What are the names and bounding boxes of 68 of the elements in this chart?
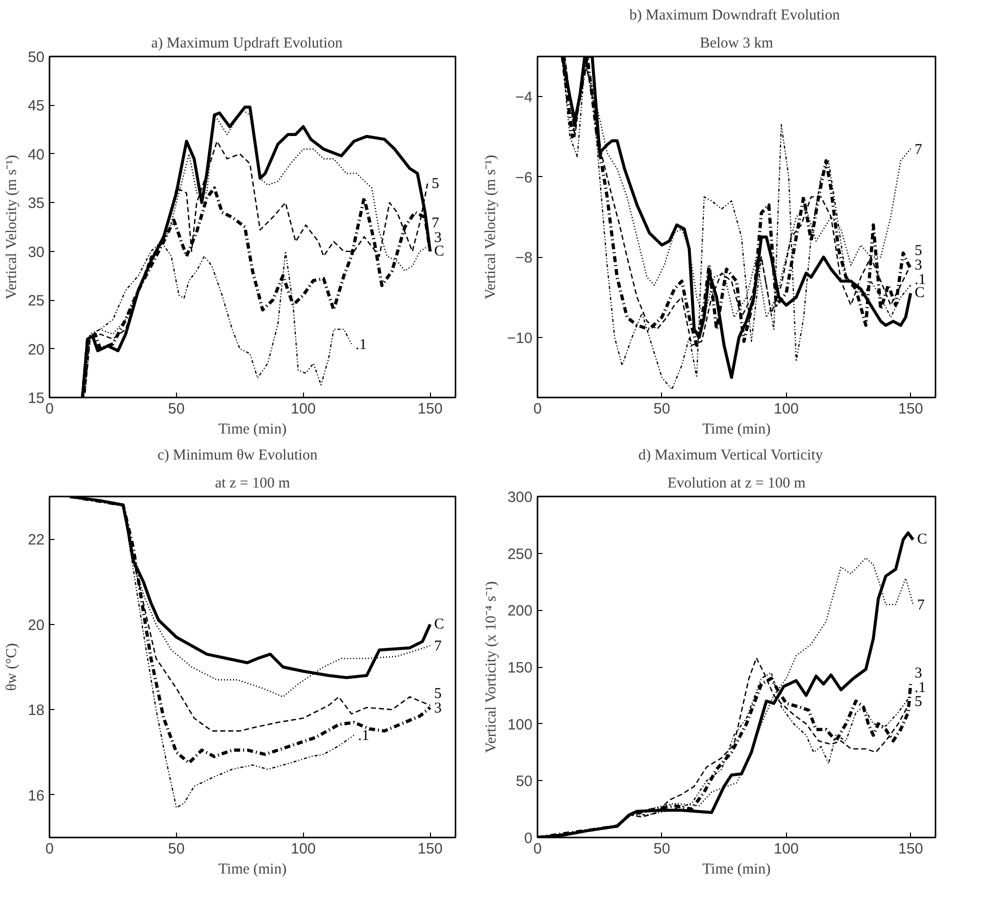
y-tick-label: 50 <box>516 773 533 790</box>
x-tick-label: 100 <box>774 840 799 858</box>
series-label: 5 <box>434 686 442 702</box>
y-axis-title: θw (°C) <box>4 643 20 691</box>
chart-title: d) Maximum Vertical Vorticity <box>638 448 824 464</box>
x-tick-label: 100 <box>290 840 316 858</box>
y-tick-label: 0 <box>524 830 532 847</box>
y-tick-label: 15 <box>28 390 45 407</box>
chart-title: a) Maximum Updraft Evolution <box>151 36 343 52</box>
series-label: C <box>434 616 444 632</box>
x-tick-label: 100 <box>290 400 316 418</box>
x-tick-label: 50 <box>168 400 185 418</box>
series-label: 7 <box>914 142 923 158</box>
chart-title: c) Minimum θw Evolution <box>157 448 318 464</box>
y-tick-label: 50 <box>28 49 45 66</box>
y-tick-label: −6 <box>515 169 533 186</box>
y-tick-label: 20 <box>28 341 45 358</box>
series-label: 7 <box>434 638 442 655</box>
x-axis-title: Time (min) <box>702 422 771 438</box>
x-axis-title: Time (min) <box>218 862 287 878</box>
chart-subtitle: at z = 100 m <box>214 476 290 492</box>
y-tick-label: 22 <box>28 532 45 549</box>
x-tick-label: 50 <box>168 840 185 858</box>
series-label: 7 <box>917 597 926 614</box>
y-tick-label: 18 <box>28 702 45 720</box>
y-tick-label: 200 <box>507 602 533 620</box>
y-tick-label: −8 <box>515 250 533 267</box>
chart-subtitle: Below 3 km <box>700 36 774 52</box>
series-label: 5 <box>432 176 440 192</box>
y-tick-label: 45 <box>28 98 45 115</box>
y-tick-label: 25 <box>28 292 45 310</box>
series-label: .1 <box>914 680 926 696</box>
x-axis-title: Time (min) <box>218 422 287 438</box>
x-axis-title: Time (min) <box>702 862 771 878</box>
series-label: .1 <box>358 728 370 744</box>
x-tick-label: 150 <box>418 400 443 418</box>
chart-title: b) Maximum Downdraft Evolution <box>629 8 840 24</box>
x-tick-label: 50 <box>654 400 670 418</box>
series-label: .1 <box>355 336 367 353</box>
x-tick-label: 150 <box>898 400 924 418</box>
y-axis-title: Vertical Velocity (m s⁻¹) <box>483 154 500 300</box>
series-label: 5 <box>914 243 922 260</box>
series-label: 3 <box>434 700 442 716</box>
x-tick-label: 50 <box>654 840 670 858</box>
series-label: C <box>917 532 928 548</box>
y-tick-label: 40 <box>28 146 45 164</box>
y-axis-title: Vertical Velocity (m s⁻¹) <box>4 154 20 300</box>
x-tick-label: 150 <box>418 840 443 858</box>
series-label: C <box>914 285 925 302</box>
y-axis-title: Vertical Vorticity (x 10⁻⁴ s⁻¹) <box>483 581 500 753</box>
series-label: 7 <box>432 216 440 232</box>
y-tick-label: −4 <box>515 89 533 106</box>
series-label: 5 <box>914 694 922 710</box>
chart-subtitle: Evolution at z = 100 m <box>667 476 806 492</box>
y-tick-label: 16 <box>28 787 45 804</box>
y-tick-label: 250 <box>507 546 533 563</box>
x-tick-label: 100 <box>774 400 799 418</box>
series-label: 3 <box>914 258 922 274</box>
y-tick-label: 20 <box>28 616 45 634</box>
y-tick-label: 30 <box>28 244 45 261</box>
series-label: .1 <box>914 272 926 288</box>
x-tick-label: 150 <box>898 840 924 858</box>
y-tick-label: 300 <box>507 489 533 506</box>
series-label: 3 <box>914 665 922 682</box>
y-tick-label: 35 <box>28 195 45 212</box>
y-tick-label: 150 <box>507 660 533 676</box>
y-tick-label: −10 <box>507 330 533 347</box>
y-tick-label: 100 <box>507 716 533 734</box>
